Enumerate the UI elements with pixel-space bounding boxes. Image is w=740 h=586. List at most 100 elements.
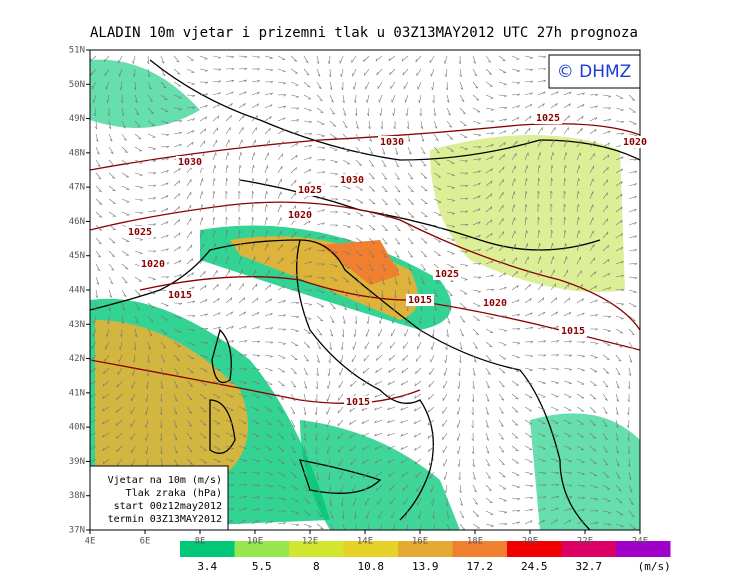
wind-arrow — [277, 165, 283, 174]
wind-arrow — [498, 118, 507, 122]
wind-arrow — [330, 224, 339, 227]
wind-arrow — [290, 81, 299, 86]
wind-arrow — [498, 367, 506, 374]
wind-arrow — [277, 257, 284, 265]
wind-arrow — [401, 55, 409, 62]
wind-arrow — [387, 458, 396, 464]
wind-arrow — [589, 178, 594, 187]
wind-arrow — [342, 237, 351, 242]
wind-arrow — [290, 287, 299, 291]
wind-arrow — [130, 432, 136, 441]
wind-arrow — [238, 393, 247, 398]
isobar-label-bg — [481, 297, 509, 309]
wind-arrow — [472, 276, 482, 279]
wind-arrow — [381, 185, 388, 193]
wind-arrow — [251, 152, 256, 161]
wind-arrow — [368, 172, 375, 180]
wind-arrow — [428, 445, 435, 453]
wind-arrow — [303, 471, 309, 480]
wind-arrow — [186, 328, 196, 332]
wind-arrow — [342, 263, 350, 269]
wind-arrow — [407, 263, 413, 272]
wind-arrow — [472, 248, 481, 252]
wind-arrow — [472, 133, 482, 137]
wind-arrow — [511, 354, 520, 359]
wind-arrow — [615, 94, 624, 99]
wind-arrow — [511, 178, 516, 187]
wind-arrow — [433, 211, 442, 216]
wind-arrow — [264, 178, 268, 187]
wind-arrow — [445, 497, 448, 507]
wind-arrow — [95, 237, 102, 245]
wind-arrow — [95, 159, 101, 167]
wind-arrow — [563, 445, 572, 450]
wind-arrow — [524, 406, 533, 412]
wind-arrow — [277, 328, 287, 331]
wind-arrow — [327, 380, 331, 389]
wind-arrow — [394, 211, 401, 218]
wind-arrow — [264, 509, 273, 512]
wind-arrow — [121, 237, 130, 242]
wind-arrow — [563, 367, 573, 371]
wind-arrow — [511, 313, 521, 317]
wind-arrow — [350, 458, 357, 466]
wind-arrow — [199, 458, 208, 464]
wind-arrow — [602, 166, 609, 174]
wind-arrow — [364, 341, 370, 350]
wind-arrow — [238, 114, 245, 122]
wind-arrow — [316, 484, 321, 493]
wind-arrow — [498, 523, 508, 526]
wind-arrow — [459, 497, 463, 506]
wind-arrow — [264, 432, 272, 438]
wind-arrow — [472, 354, 477, 363]
wind-arrow — [524, 458, 533, 463]
wind-arrow — [212, 152, 217, 161]
wind-arrow — [238, 283, 244, 291]
wind-arrow — [277, 484, 286, 489]
wind-arrow — [238, 91, 247, 96]
wind-arrow — [251, 496, 261, 499]
wind-arrow — [537, 190, 540, 200]
wind-arrow — [511, 510, 521, 513]
wind-arrow — [108, 289, 112, 298]
wind-arrow — [576, 312, 585, 317]
wind-arrow — [93, 107, 97, 117]
isobar-label-bg — [338, 174, 366, 186]
wind-arrow — [472, 328, 479, 335]
colorbar-box — [561, 541, 616, 557]
wind-arrow — [589, 153, 595, 161]
isobar-label: 1020 — [141, 259, 165, 270]
wind-arrow — [444, 484, 448, 494]
wind-arrow — [615, 274, 624, 278]
wind-arrow — [264, 115, 272, 122]
isobar-label: 1020 — [483, 298, 507, 309]
wind-arrow — [118, 354, 123, 363]
wind-arrow — [212, 380, 221, 385]
wind-arrow — [615, 471, 621, 480]
wind-arrow — [95, 224, 103, 231]
wind-arrow — [602, 406, 608, 414]
wind-arrow — [550, 380, 559, 384]
wind-arrow — [524, 445, 533, 450]
wind-arrow — [199, 313, 208, 317]
wind-arrow — [186, 204, 192, 213]
wind-arrow — [459, 263, 468, 267]
wind-arrow — [524, 92, 533, 96]
wind-arrow — [628, 170, 638, 174]
isobar-label: 1030 — [178, 157, 202, 168]
wind-arrow — [433, 250, 441, 256]
wind-arrow — [511, 299, 520, 304]
wind-arrow — [147, 146, 156, 150]
wind-arrow — [576, 152, 581, 161]
wind-arrow — [537, 311, 546, 317]
wind-arrow — [173, 131, 183, 135]
wind-arrow — [457, 393, 461, 402]
wind-arrow — [615, 497, 623, 504]
wind-arrow — [628, 354, 633, 363]
wind-arrow — [628, 510, 635, 518]
wind-arrow — [381, 224, 388, 231]
wind-arrow — [303, 341, 311, 348]
wind-arrow — [374, 445, 383, 450]
wind-arrow — [349, 445, 357, 452]
wind-arrow — [116, 406, 123, 413]
